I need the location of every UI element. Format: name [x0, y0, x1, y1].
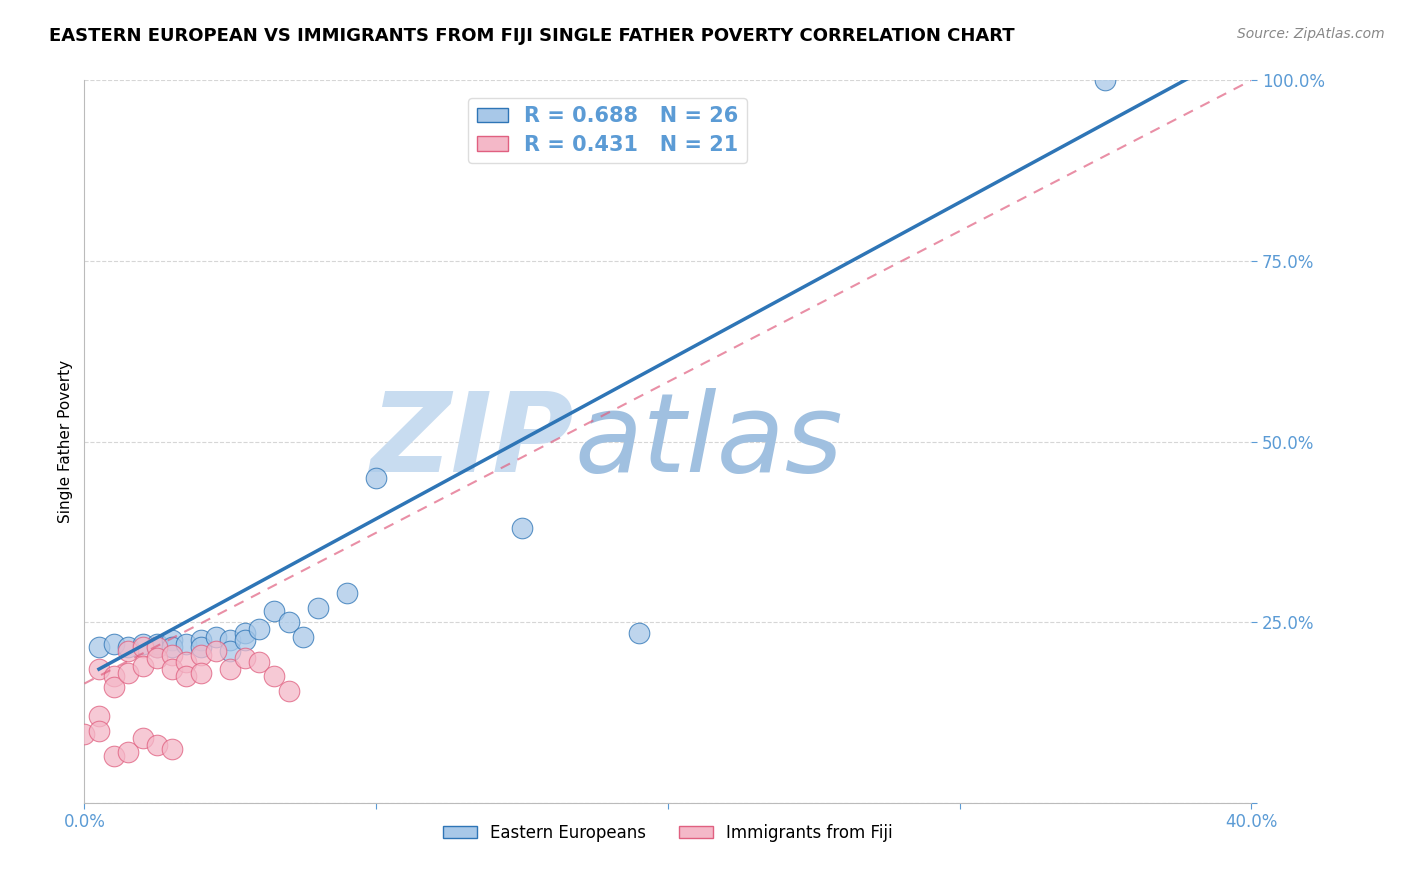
Point — [146, 637, 169, 651]
Point — [132, 658, 155, 673]
Point — [132, 731, 155, 745]
Point — [160, 662, 183, 676]
Point — [160, 640, 183, 655]
Point — [146, 640, 169, 655]
Point — [219, 633, 242, 648]
Point — [103, 669, 125, 683]
Point — [249, 623, 271, 637]
Point — [117, 745, 139, 759]
Point — [73, 727, 96, 741]
Point — [233, 651, 256, 665]
Point — [263, 669, 285, 683]
Point — [87, 640, 110, 655]
Point — [233, 633, 256, 648]
Point — [190, 640, 212, 655]
Point — [277, 615, 299, 630]
Point — [190, 665, 212, 680]
Point — [87, 709, 110, 723]
Point — [117, 640, 139, 655]
Point — [87, 662, 110, 676]
Point — [176, 655, 198, 669]
Point — [263, 604, 285, 618]
Point — [146, 651, 169, 665]
Point — [132, 640, 155, 655]
Point — [117, 644, 139, 658]
Point — [190, 648, 212, 662]
Y-axis label: Single Father Poverty: Single Father Poverty — [58, 360, 73, 523]
Point — [87, 723, 110, 738]
Point — [176, 669, 198, 683]
Point — [219, 644, 242, 658]
Point — [292, 630, 315, 644]
Point — [204, 644, 226, 658]
Point — [277, 683, 299, 698]
Point — [103, 748, 125, 763]
Point — [190, 633, 212, 648]
Text: EASTERN EUROPEAN VS IMMIGRANTS FROM FIJI SINGLE FATHER POVERTY CORRELATION CHART: EASTERN EUROPEAN VS IMMIGRANTS FROM FIJI… — [49, 27, 1015, 45]
Legend: Eastern Europeans, Immigrants from Fiji: Eastern Europeans, Immigrants from Fiji — [436, 817, 900, 848]
Point — [336, 586, 359, 600]
Point — [204, 630, 226, 644]
Point — [627, 626, 650, 640]
Point — [160, 633, 183, 648]
Point — [249, 655, 271, 669]
Point — [103, 637, 125, 651]
Point — [146, 738, 169, 752]
Point — [176, 637, 198, 651]
Point — [1094, 73, 1116, 87]
Text: Source: ZipAtlas.com: Source: ZipAtlas.com — [1237, 27, 1385, 41]
Point — [132, 637, 155, 651]
Text: ZIP: ZIP — [371, 388, 575, 495]
Point — [510, 521, 533, 535]
Point — [366, 470, 388, 484]
Text: atlas: atlas — [575, 388, 844, 495]
Point — [233, 626, 256, 640]
Point — [219, 662, 242, 676]
Point — [146, 640, 169, 655]
Point — [160, 648, 183, 662]
Point — [117, 665, 139, 680]
Point — [307, 600, 329, 615]
Point — [103, 680, 125, 694]
Point — [160, 741, 183, 756]
